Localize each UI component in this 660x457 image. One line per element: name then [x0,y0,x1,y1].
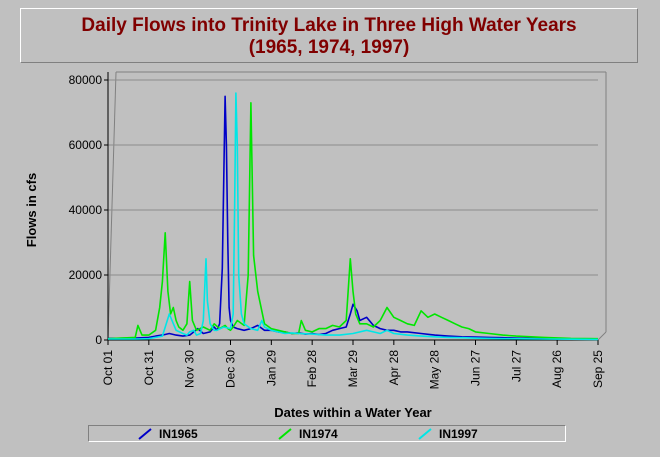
x-tick-label: Apr 28 [387,350,401,386]
x-tick-label: Oct 31 [142,350,156,386]
x-tick-label: Jan 29 [264,350,278,386]
legend-swatch-in1974 [278,428,292,440]
chart-title-box: Daily Flows into Trinity Lake in Three H… [20,8,638,63]
y-axis-title: Flows in cfs [24,173,39,247]
x-tick-label: Jul 27 [509,350,523,382]
x-axis-title: Dates within a Water Year [274,405,432,420]
x-tick-label: Oct 01 [101,350,115,386]
x-tick-label: Mar 29 [346,350,360,388]
x-tick-label: Feb 28 [305,350,319,388]
chart-legend: IN1965 IN1974 IN1997 [88,425,566,442]
series-line-in1974 [107,102,599,340]
x-tick-label: Aug 26 [550,350,564,388]
x-tick-label: May 28 [428,350,442,390]
legend-swatch-in1965 [138,428,152,440]
plot-depth-edge-floor [597,331,607,341]
chart-title-line-2: (1965, 1974, 1997) [248,37,410,58]
y-tick-label: 40000 [69,203,103,217]
legend-label-in1965: IN1965 [159,427,198,441]
plot-depth-edge-left [107,71,117,341]
x-tick-label: Dec 30 [224,350,238,388]
series-line-in1965 [107,95,598,340]
legend-label-in1974: IN1974 [299,427,338,441]
y-tick-label: 80000 [69,73,103,87]
x-tick-label: Nov 30 [183,350,197,388]
x-tick-label: Jun 27 [469,350,483,386]
y-tick-label: 20000 [69,268,103,282]
legend-swatch-in1997 [418,428,432,440]
chart-title-line-1: Daily Flows into Trinity Lake in Three H… [81,15,577,36]
legend-label-in1997: IN1997 [439,427,478,441]
series-line-in1997 [108,92,599,341]
y-tick-label: 60000 [69,138,103,152]
y-tick-label: 0 [95,333,102,347]
x-tick-label: Sep 25 [591,350,605,388]
